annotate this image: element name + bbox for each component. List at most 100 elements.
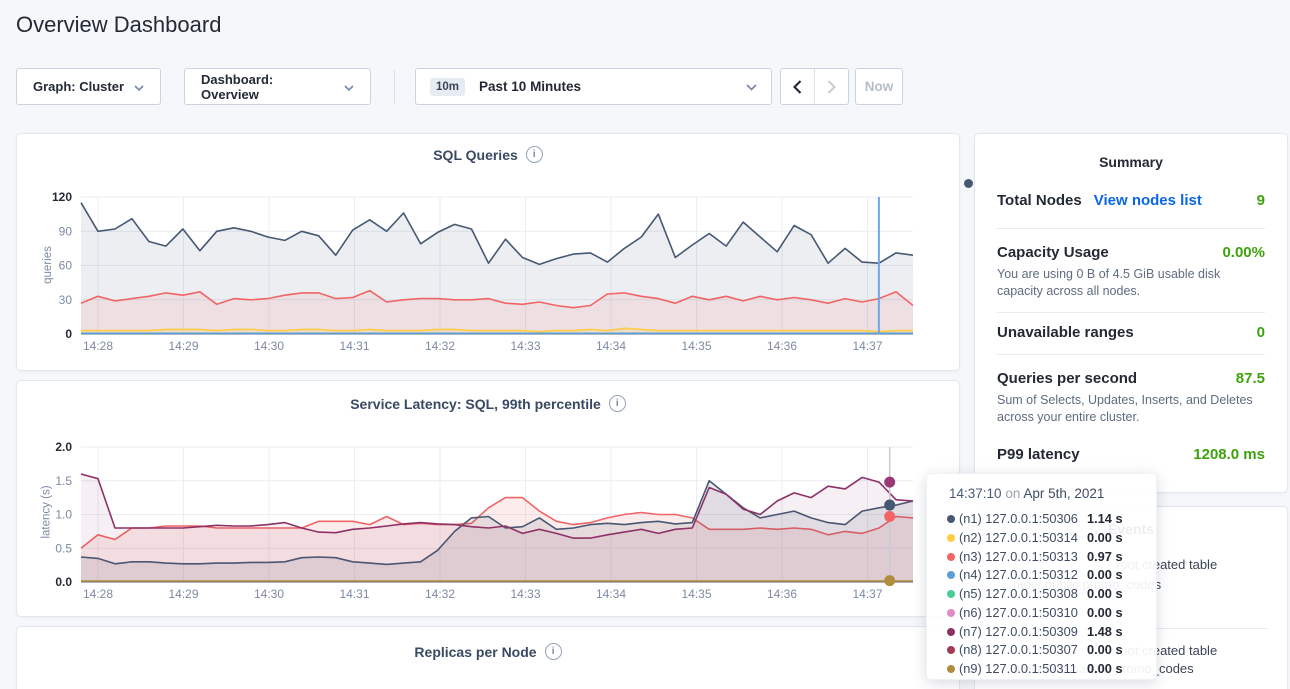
- x-tick-label: 14:30: [254, 587, 284, 601]
- y-tick-label: 1.0: [55, 508, 72, 522]
- sql-queries-panel: SQL Queries i queries 0 30 60 90 120 14:28 14:…: [16, 133, 960, 371]
- graph-dropdown[interactable]: Graph: Cluster: [16, 68, 161, 105]
- tooltip-row: (n2) 127.0.0.1:50314 0.00 s: [927, 529, 1156, 548]
- node-address: (n4) 127.0.0.1:50312: [959, 567, 1078, 583]
- prev-time-button[interactable]: [781, 69, 814, 104]
- x-tick-label: 14:34: [596, 339, 626, 353]
- series-fill-n7: [81, 474, 913, 582]
- node-address: (n7) 127.0.0.1:50309: [959, 623, 1078, 639]
- series-n1: [80, 480, 914, 566]
- tooltip-row: (n9) 127.0.0.1:50311 0.00 s: [927, 660, 1156, 679]
- node-address: (n8) 127.0.0.1:50307: [959, 642, 1078, 658]
- toolbar-divider: [394, 70, 395, 103]
- x-tick-label: 14:36: [767, 339, 797, 353]
- tooltip-node-list: (n1) 127.0.0.1:50306 1.14 s (n2) 127.0.0.1…: [927, 510, 1156, 679]
- info-icon[interactable]: i: [525, 146, 543, 163]
- replicas-panel: Replicas per Node i: [16, 626, 960, 689]
- x-tick-label: 14:28: [83, 339, 113, 353]
- view-nodes-list-link[interactable]: View nodes list: [1093, 192, 1202, 209]
- qps-desc: Sum of Selects, Updates, Inserts, and De…: [997, 393, 1253, 424]
- series-Updates: [81, 327, 913, 333]
- chevron-down-icon: [746, 78, 757, 96]
- service-latency-panel: Service Latency: SQL, 99th percentile i …: [16, 380, 960, 617]
- capacity-usage-value: 0.00%: [1222, 244, 1265, 261]
- service-latency-chart[interactable]: 0.0 0.5 1.0 1.5 2.0 14:28 14:29 14:30 14:31 14:32…: [17, 381, 959, 616]
- node-address: (n5) 127.0.0.1:50308: [959, 586, 1078, 601]
- tooltip-row: (n8) 127.0.0.1:50307 0.00 s: [927, 641, 1156, 660]
- sql-queries-title: SQL Queries i: [17, 146, 959, 163]
- y-tick-label: 0.0: [55, 575, 72, 589]
- summary-row-unavailable: Unavailable ranges 0: [997, 324, 1265, 341]
- node-latency-value: 0.97 s: [1087, 548, 1123, 564]
- node-address: (n6) 127.0.0.1:50310: [959, 604, 1078, 620]
- series-n3: [80, 496, 914, 549]
- crosshair-dot: [884, 511, 896, 523]
- node-color-dot: [947, 533, 955, 542]
- x-tick-label: 14:28: [83, 587, 113, 601]
- total-nodes-value: 9: [1256, 192, 1265, 209]
- unavailable-ranges-value: 0: [1256, 324, 1265, 341]
- series-fill-n1: [81, 480, 913, 582]
- series-fill-Selects: [81, 202, 913, 334]
- series-n7: [80, 473, 914, 539]
- sql-queries-chart[interactable]: 0 30 60 90 120 14:28 14:29 14:30 14:31 14:32 14:33…: [17, 134, 959, 370]
- time-range-badge: 10m: [430, 77, 466, 96]
- summary-title: Summary: [1099, 154, 1163, 170]
- series-Selects: [80, 202, 914, 266]
- info-icon[interactable]: i: [608, 395, 626, 412]
- service-latency-title: Service Latency: SQL, 99th percentile i: [17, 395, 959, 412]
- crosshair-dot: [884, 476, 896, 488]
- x-tick-label: 14:33: [510, 587, 540, 601]
- node-color-dot: [947, 552, 955, 561]
- y-tick-label: 60: [59, 259, 73, 273]
- summary-row-capacity: Capacity Usage 0.00%: [997, 244, 1265, 261]
- node-color-dot: [947, 665, 955, 673]
- tooltip-row: (n7) 127.0.0.1:50309 1.48 s: [927, 623, 1156, 642]
- divider: [997, 312, 1265, 313]
- node-latency-value: 0.00 s: [1087, 661, 1123, 676]
- now-button[interactable]: Now: [855, 68, 903, 105]
- chart-hover-tooltip: 14:37:10 on Apr 5th, 2021 (n1) 127.0.0.1…: [926, 473, 1157, 680]
- time-range-picker[interactable]: 10m Past 10 Minutes: [415, 68, 772, 105]
- crosshair-dot: [884, 499, 896, 511]
- x-tick-label: 14:32: [425, 587, 455, 601]
- node-color-dot: [947, 571, 955, 580]
- x-tick-label: 14:37: [852, 587, 882, 601]
- info-icon[interactable]: i: [544, 643, 562, 660]
- divider: [997, 354, 1265, 355]
- x-tick-label: 14:36: [767, 587, 797, 601]
- x-tick-label: 14:30: [254, 339, 284, 353]
- replicas-title: Replicas per Node i: [17, 643, 959, 660]
- y-tick-label: 0.5: [55, 541, 72, 555]
- page-title: Overview Dashboard: [16, 12, 222, 37]
- node-color-dot: [947, 590, 955, 598]
- x-tick-label: 14:29: [168, 587, 198, 601]
- x-tick-label: 14:31: [339, 339, 369, 353]
- tooltip-row: (n4) 127.0.0.1:50312 0.00 s: [927, 566, 1156, 585]
- node-address: (n3) 127.0.0.1:50313: [959, 548, 1078, 564]
- x-tick-label: 14:29: [168, 339, 198, 353]
- divider: [997, 228, 1265, 229]
- summary-row-qps: Queries per second 87.5: [997, 370, 1265, 387]
- y-tick-label: 0: [65, 327, 72, 341]
- x-tick-label: 14:37: [852, 339, 882, 353]
- crosshair-dot: [884, 575, 896, 587]
- node-latency-value: 1.48 s: [1087, 623, 1123, 639]
- capacity-usage-desc: You are using 0 B of 4.5 GiB usable disk…: [997, 267, 1221, 298]
- node-latency-value: 0.00 s: [1087, 604, 1123, 620]
- y-tick-label: 1.5: [55, 474, 72, 488]
- p99-latency-value: 1208.0 ms: [1193, 446, 1265, 463]
- x-tick-label: 14:35: [681, 339, 711, 353]
- summary-row-p99: P99 latency 1208.0 ms: [997, 446, 1265, 463]
- node-color-dot: [947, 646, 955, 655]
- node-address: (n9) 127.0.0.1:50311: [959, 661, 1077, 676]
- qps-value: 87.5: [1235, 370, 1265, 387]
- node-latency-value: 0.00 s: [1087, 642, 1123, 658]
- x-tick-label: 14:34: [596, 587, 626, 601]
- x-tick-label: 14:33: [510, 339, 540, 353]
- dashboard-dropdown[interactable]: Dashboard: Overview: [184, 68, 371, 105]
- node-address: (n1) 127.0.0.1:50306: [959, 511, 1078, 526]
- next-time-button[interactable]: [814, 69, 848, 104]
- node-latency-value: 1.14 s: [1087, 511, 1123, 526]
